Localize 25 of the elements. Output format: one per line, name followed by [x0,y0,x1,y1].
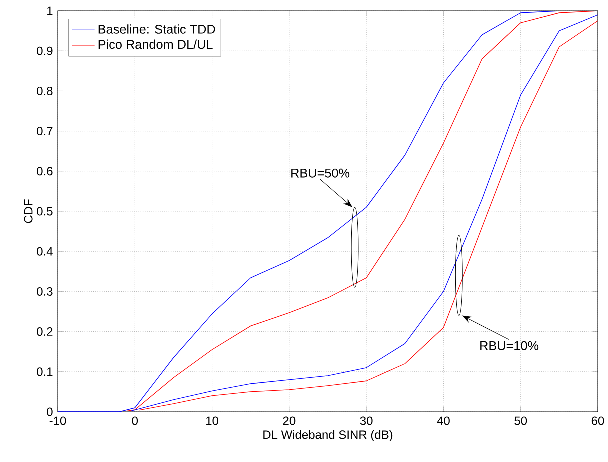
y-tick-label: 0.8 [37,86,53,96]
legend-label: Baseline: Static TDD [98,24,216,34]
x-tick-label: -10 [50,416,66,426]
annotation: RBU=50% [292,168,350,178]
x-tick-label: 30 [360,416,373,426]
x-tick-label: 50 [514,416,528,426]
y-tick-label: 0.5 [37,207,53,216]
x-tick-label: 60 [592,416,604,426]
x-tick-label: 0 [132,416,138,426]
y-tick-label: 0.6 [37,167,53,176]
y-tick-label: 0.7 [37,127,53,136]
y-tick-label: 0.2 [37,328,53,336]
y-tick-label: 0 [47,408,53,416]
y-axis-title: CDF [24,200,33,224]
y-tick-label: 0.4 [37,247,53,256]
y-tick-label: 1 [48,6,53,16]
y-tick-label: 0.1 [37,368,53,376]
x-tick-label: 20 [283,416,296,426]
x-tick-label: 10 [206,416,218,426]
annotation: RBU=10% [480,341,539,350]
legend-label: Pico Random DL/UL [98,40,213,50]
x-axis-title: DL Wideband SINR (dB) [264,430,393,442]
y-tick-label: 0.9 [37,46,53,56]
x-tick-label: 40 [437,416,450,426]
y-tick-label: 0.3 [37,287,53,296]
